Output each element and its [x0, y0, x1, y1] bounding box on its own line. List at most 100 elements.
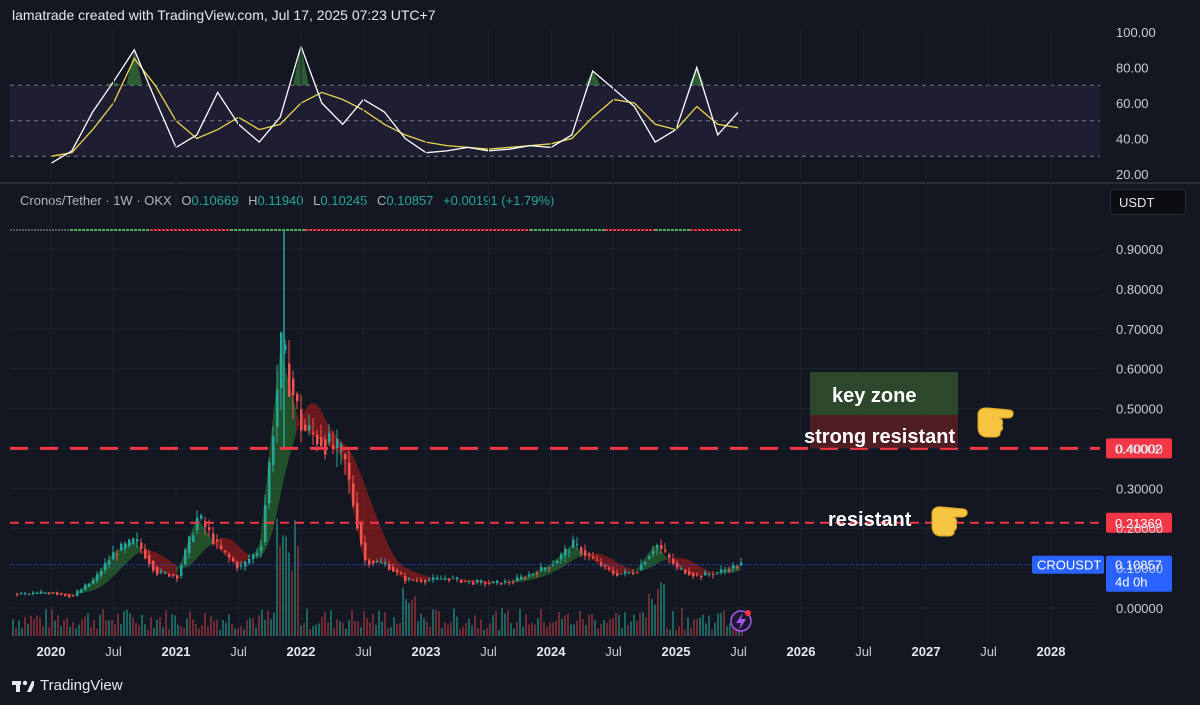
ribbon-segment [684, 558, 688, 573]
ribbon-segment [172, 562, 176, 577]
volume-bar [714, 622, 716, 636]
volume-bar [240, 625, 242, 636]
candle-body [240, 565, 243, 567]
volume-bar [498, 629, 500, 636]
rsi-tick-label: 40.00 [1116, 132, 1149, 147]
ribbon-segment [168, 559, 172, 576]
candle-body [312, 432, 315, 434]
volume-bar [555, 620, 557, 636]
candle-body [536, 573, 539, 575]
candle-body [624, 571, 627, 574]
volume-bar [204, 612, 206, 636]
volume-bar [57, 615, 59, 636]
candle-body [504, 580, 507, 583]
candle-body [352, 482, 355, 506]
volume-bar [603, 620, 605, 636]
candle-body [384, 563, 387, 565]
price-tick-label: 0.60000 [1116, 362, 1163, 377]
volume-bar [147, 629, 149, 636]
volume-bar [537, 618, 539, 636]
time-tick-label: Jul [480, 644, 497, 659]
ribbon-segment [644, 553, 648, 571]
ribbon-segment [424, 575, 428, 581]
volume-bar [297, 545, 299, 636]
candle-body [572, 539, 575, 548]
volume-bar [456, 616, 458, 636]
volume-bar [219, 629, 221, 636]
pointing-hand-icon [977, 407, 1014, 438]
currency-selector[interactable]: USDT [1110, 189, 1186, 215]
volume-bar [210, 616, 212, 636]
candle-body [256, 553, 259, 556]
candle-body [668, 554, 671, 558]
candle-body [592, 556, 595, 559]
volume-bar [114, 624, 116, 636]
ribbon-segment [584, 553, 588, 557]
volume-bar [474, 615, 476, 636]
volume-bar [540, 609, 542, 636]
candle-body [444, 578, 447, 580]
time-tick-label: 2023 [412, 644, 441, 659]
volume-bar [324, 611, 326, 636]
volume-bar [27, 623, 29, 636]
candle-body [720, 569, 723, 573]
level-price-label: 0.21369 [1115, 516, 1162, 531]
candle-body [580, 547, 583, 554]
candle-body [228, 554, 231, 558]
symbol-tag-label: CROUSDT [1037, 558, 1101, 573]
volume-bar [438, 610, 440, 636]
volume-bar [435, 609, 437, 636]
candle-body [476, 580, 479, 583]
volume-bar [21, 628, 23, 636]
candle-body [428, 579, 431, 581]
volume-bar [117, 613, 119, 636]
candle-body [48, 592, 51, 595]
candle-body [648, 556, 651, 560]
volume-bar [276, 518, 278, 636]
volume-bar [525, 614, 527, 636]
candle-body [532, 573, 535, 575]
volume-bar [60, 626, 62, 636]
volume-bar [726, 626, 728, 636]
close-label: C [377, 193, 387, 208]
candle-body [52, 592, 55, 594]
volume-bar [612, 617, 614, 636]
volume-bar [339, 621, 341, 636]
candle-body [576, 543, 579, 545]
volume-bar [291, 571, 293, 636]
volume-bar [669, 629, 671, 636]
candle-body [60, 593, 63, 595]
volume-bar [468, 618, 470, 636]
volume-bar [216, 619, 218, 636]
candle-body [424, 580, 427, 583]
candle-body [528, 574, 531, 577]
candle-body [252, 554, 255, 560]
volume-bar [24, 617, 26, 636]
volume-bar [354, 621, 356, 636]
volume-bar [399, 622, 401, 636]
volume-bar [621, 628, 623, 636]
volume-bar [504, 613, 506, 636]
symbol-tag [1032, 555, 1104, 574]
candle-body [76, 591, 79, 596]
volume-bar [600, 623, 602, 636]
hand-shape [931, 506, 968, 537]
high-label: H [248, 193, 258, 208]
volume-bar [153, 628, 155, 636]
candle-body [496, 580, 499, 584]
volume-bar [564, 615, 566, 636]
rsi-tick-label: 20.00 [1116, 167, 1149, 182]
volume-bar [132, 617, 134, 636]
volume-bar [222, 620, 224, 636]
candle-body [176, 575, 179, 579]
volume-bar [120, 624, 122, 636]
price-tick-label: 0.80000 [1116, 282, 1163, 297]
volume-bar [594, 620, 596, 636]
candle-body [512, 582, 515, 584]
lightning-icon[interactable] [730, 610, 752, 632]
volume-bar [156, 619, 158, 636]
volume-bar [447, 624, 449, 636]
volume-bar [423, 618, 425, 636]
brand-text: TradingView [40, 677, 123, 694]
candle-body [104, 563, 107, 571]
